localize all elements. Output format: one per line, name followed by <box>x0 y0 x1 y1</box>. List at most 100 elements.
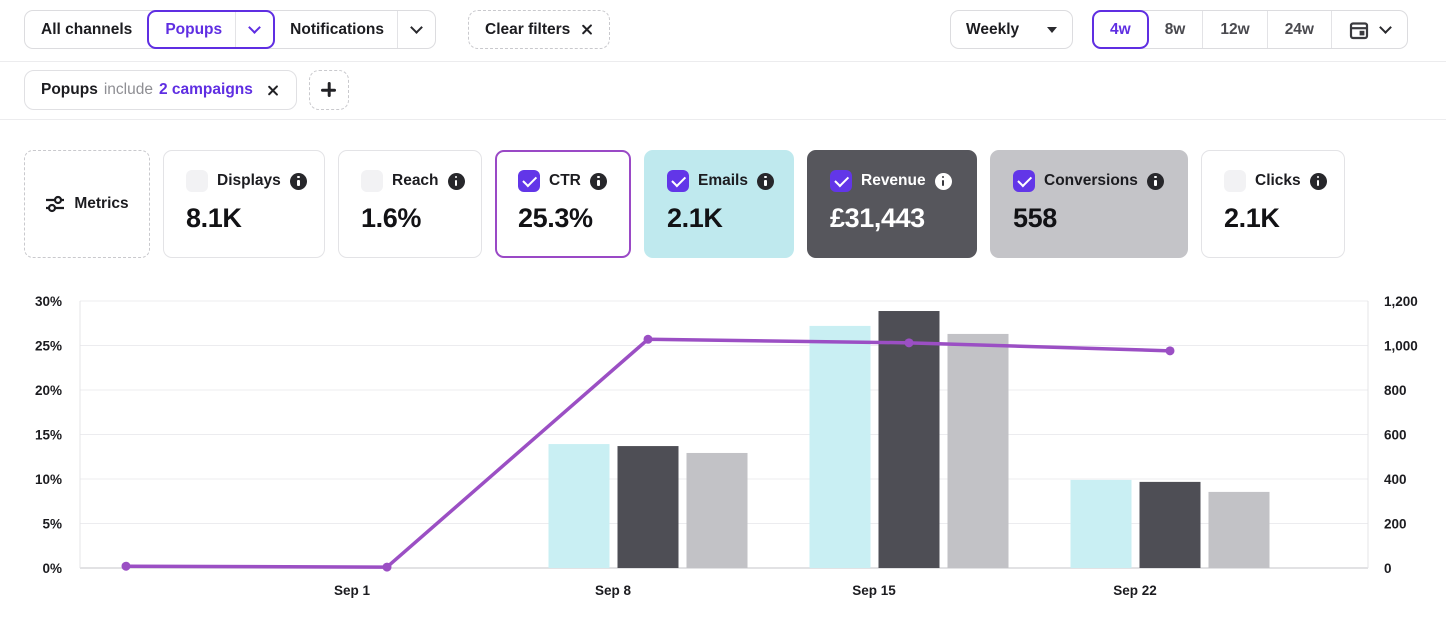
info-icon[interactable] <box>289 172 307 190</box>
metric-label: Emails <box>698 172 748 189</box>
info-icon[interactable] <box>1309 172 1327 190</box>
chip-channel: Popups <box>41 81 98 98</box>
granularity-value: Weekly <box>966 20 1020 38</box>
chip-relation: include <box>103 81 153 98</box>
metric-label: Conversions <box>1044 172 1138 189</box>
metric-checkbox[interactable] <box>518 170 540 192</box>
svg-text:600: 600 <box>1384 428 1407 443</box>
range-label-text: 24w <box>1284 20 1314 38</box>
metric-card-clicks[interactable]: Clicks 2.1K <box>1201 150 1345 258</box>
svg-text:800: 800 <box>1384 383 1407 398</box>
metric-label: Reach <box>392 172 439 189</box>
chevron-down-icon <box>410 21 423 34</box>
range-24w[interactable]: 24w <box>1268 11 1331 48</box>
svg-text:5%: 5% <box>42 517 62 532</box>
divider <box>1331 11 1332 48</box>
tab-label: All channels <box>41 20 133 38</box>
card-head: Revenue <box>830 170 966 192</box>
custom-date-picker[interactable] <box>1332 11 1407 48</box>
filter-chip-popups-campaigns[interactable]: Popups include 2 campaigns <box>24 70 297 110</box>
metric-card-revenue[interactable]: Revenue £31,443 <box>807 150 977 258</box>
range-8w[interactable]: 8w <box>1148 11 1203 48</box>
clear-filters-label: Clear filters <box>485 20 571 38</box>
tab-label: Popups <box>165 20 223 38</box>
chip-target-link[interactable]: 2 campaigns <box>158 81 253 98</box>
metric-checkbox[interactable] <box>186 170 208 192</box>
metric-value: 2.1K <box>1224 203 1280 233</box>
tab-all-channels[interactable]: All channels <box>25 11 148 48</box>
range-label-text: 12w <box>1220 20 1250 38</box>
metric-card-reach[interactable]: Reach 1.6% <box>338 150 482 258</box>
metric-checkbox[interactable] <box>830 170 852 192</box>
metric-label: Revenue <box>861 172 926 189</box>
card-head: Displays <box>186 170 314 192</box>
add-filter-button[interactable] <box>309 70 349 110</box>
chevron-down-icon <box>1379 21 1392 34</box>
popups-dropdown-toggle[interactable] <box>236 12 273 47</box>
channel-filter-tabs: All channels Popups Notifications <box>24 10 437 49</box>
remove-filter-icon[interactable] <box>267 84 280 97</box>
metric-card-displays[interactable]: Displays 8.1K <box>163 150 325 258</box>
tab-popups[interactable]: Popups <box>147 10 276 49</box>
svg-text:Sep 22: Sep 22 <box>1113 583 1157 598</box>
svg-text:25%: 25% <box>35 339 62 354</box>
granularity-select[interactable]: Weekly <box>950 10 1073 49</box>
metric-value: 558 <box>1013 203 1057 233</box>
metric-label: Clicks <box>1255 172 1301 189</box>
metric-checkbox[interactable] <box>1013 170 1035 192</box>
range-12w[interactable]: 12w <box>1203 11 1266 48</box>
info-icon[interactable] <box>934 172 952 190</box>
metric-value: £31,443 <box>830 203 925 233</box>
divider <box>1266 11 1268 48</box>
tab-notifications[interactable]: Notifications <box>274 11 397 48</box>
metric-card-conversions[interactable]: Conversions 558 <box>990 150 1188 258</box>
svg-text:Sep 1: Sep 1 <box>334 583 371 598</box>
svg-text:10%: 10% <box>35 472 62 487</box>
metric-checkbox[interactable] <box>361 170 383 192</box>
divider <box>0 61 1446 62</box>
metric-value: 1.6% <box>361 203 421 233</box>
svg-text:15%: 15% <box>35 428 62 443</box>
plus-icon <box>310 71 348 109</box>
svg-text:200: 200 <box>1384 517 1407 532</box>
metric-value: 2.1K <box>667 203 723 233</box>
date-range-group: 4w 8w 12w 24w <box>1092 10 1408 49</box>
svg-text:30%: 30% <box>35 294 62 309</box>
divider <box>235 12 237 47</box>
svg-text:1,200: 1,200 <box>1384 294 1418 309</box>
info-icon[interactable] <box>447 172 465 190</box>
info-icon[interactable] <box>756 172 774 190</box>
metric-label: Displays <box>217 172 281 189</box>
metric-label: CTR <box>549 172 581 189</box>
divider <box>0 119 1446 120</box>
metric-checkbox[interactable] <box>1224 170 1246 192</box>
metrics-button[interactable]: Metrics <box>24 150 150 258</box>
range-label: 4w <box>1094 12 1147 47</box>
clear-filters-button[interactable]: Clear filters <box>468 10 611 49</box>
metric-card-emails[interactable]: Emails 2.1K <box>644 150 794 258</box>
svg-text:Sep 15: Sep 15 <box>852 583 896 598</box>
card-head: Emails <box>667 170 783 192</box>
range-4w[interactable]: 4w <box>1092 10 1149 49</box>
dropdown-triangle-icon <box>1047 26 1057 33</box>
svg-text:20%: 20% <box>35 383 62 398</box>
combo-chart-canvas[interactable]: 0% 0 5% 200 10% 400 15% 600 20% 800 25% 1,000 30% 1,2… <box>0 288 1446 620</box>
metrics-row: Metrics Displays 8.1K Reach 1.6% CTR 25.… <box>24 150 1345 258</box>
metric-value: 25.3% <box>518 203 593 233</box>
chevron-down-icon <box>248 21 262 34</box>
close-icon <box>580 23 593 36</box>
notifications-dropdown-toggle[interactable] <box>398 11 435 48</box>
card-head: Clicks <box>1224 170 1334 192</box>
metric-checkbox[interactable] <box>667 170 689 192</box>
metric-card-ctr[interactable]: CTR 25.3% <box>495 150 631 258</box>
tab-label-wrap: Popups <box>149 12 235 47</box>
card-head: Reach <box>361 170 471 192</box>
tab-label: Notifications <box>290 20 385 38</box>
info-icon[interactable] <box>1146 172 1164 190</box>
svg-text:0%: 0% <box>42 561 62 576</box>
divider <box>397 11 399 48</box>
info-icon[interactable] <box>589 172 607 190</box>
divider <box>1202 11 1204 48</box>
card-head: CTR <box>518 170 620 192</box>
svg-text:Sep 8: Sep 8 <box>595 583 632 598</box>
